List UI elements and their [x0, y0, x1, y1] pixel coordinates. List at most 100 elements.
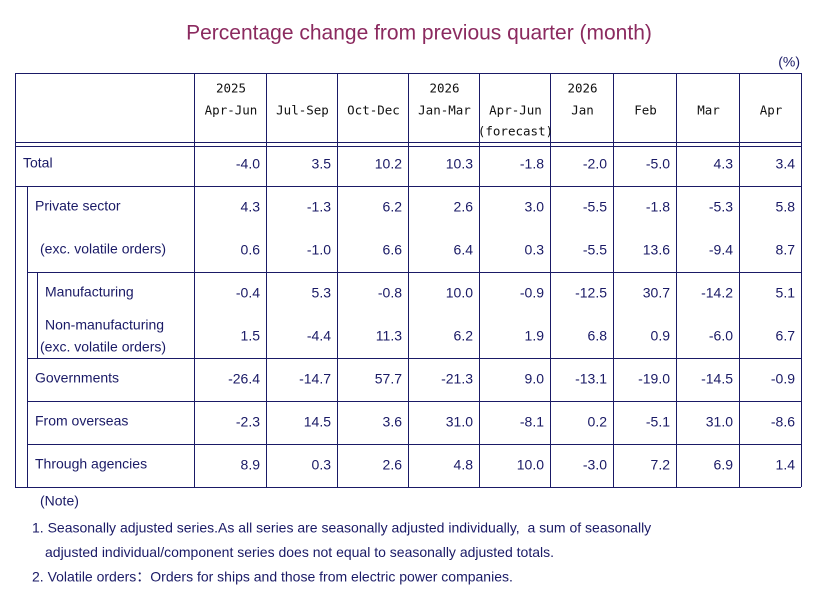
cell-value: -21.3: [441, 371, 473, 387]
cell-value: -8.6: [771, 414, 795, 430]
column-period: Feb: [634, 103, 657, 118]
note-line: 1. Seasonally adjusted series.As all ser…: [32, 520, 651, 536]
cell-value: -5.1: [646, 414, 670, 430]
cell-value: 9.0: [525, 371, 545, 387]
cell-value: -0.4: [236, 285, 260, 301]
cell-value: 6.2: [383, 199, 403, 215]
cell-value: 13.6: [643, 242, 670, 258]
cell-value: -1.8: [520, 156, 544, 172]
cell-value: 6.4: [454, 242, 474, 258]
column-period: Mar: [697, 103, 720, 118]
cell-value: -3.0: [583, 457, 607, 473]
column-period: Jan-Mar: [418, 103, 471, 118]
column-period: Jul-Sep: [276, 103, 329, 118]
cell-value: 3.5: [312, 156, 332, 172]
cell-value: 3.4: [776, 156, 796, 172]
row-label: Manufacturing: [45, 284, 134, 300]
cell-value: 57.7: [375, 371, 402, 387]
cell-value: -0.9: [520, 285, 544, 301]
cell-value: 5.8: [776, 199, 796, 215]
cell-value: -0.9: [771, 371, 795, 387]
cell-value: -19.0: [638, 371, 670, 387]
row-label: Private sector: [35, 198, 121, 214]
row-label: Governments: [35, 370, 119, 386]
cell-value: 14.5: [304, 414, 331, 430]
cell-value: 10.0: [446, 285, 473, 301]
column-period: Jan: [571, 103, 594, 118]
cell-value: 6.8: [588, 328, 608, 344]
cell-value: -0.8: [378, 285, 402, 301]
row-label: (exc. volatile orders): [40, 241, 166, 257]
cell-value: 0.2: [588, 414, 608, 430]
note-line: 2. Volatile orders：Orders for ships and …: [32, 569, 513, 585]
cell-value: 30.7: [643, 285, 670, 301]
cell-value: -8.1: [520, 414, 544, 430]
cell-value: 0.3: [525, 242, 545, 258]
cell-value: 8.9: [241, 457, 261, 473]
cell-value: 31.0: [706, 414, 733, 430]
cell-value: 4.3: [714, 156, 734, 172]
column-period: Oct-Dec: [347, 103, 400, 118]
column-period: Apr-Jun: [205, 103, 258, 118]
note-heading: (Note): [40, 493, 79, 509]
note-line: adjusted individual/component series doe…: [45, 544, 554, 560]
column-period: Apr-Jun: [489, 103, 542, 118]
cell-value: -14.2: [701, 285, 733, 301]
cell-value: -5.0: [646, 156, 670, 172]
cell-value: 0.3: [312, 457, 332, 473]
cell-value: 6.6: [383, 242, 403, 258]
cell-value: -5.5: [583, 199, 607, 215]
cell-value: 0.6: [241, 242, 261, 258]
cell-value: 10.3: [446, 156, 473, 172]
table-borders: [15, 73, 802, 488]
cell-value: 10.0: [517, 457, 544, 473]
cell-value: 7.2: [651, 457, 671, 473]
cell-value: 6.2: [454, 328, 474, 344]
cell-value: -14.7: [299, 371, 331, 387]
cell-value: -12.5: [575, 285, 607, 301]
cell-value: 0.9: [651, 328, 671, 344]
cell-value: 3.0: [525, 199, 545, 215]
cell-value: -4.4: [307, 328, 331, 344]
cell-value: 4.8: [454, 457, 474, 473]
cell-value: -5.3: [709, 199, 733, 215]
cell-value: 1.5: [241, 328, 261, 344]
cell-value: 1.4: [776, 457, 796, 473]
cell-value: -2.0: [583, 156, 607, 172]
cell-value: 6.7: [776, 328, 796, 344]
cell-value: 8.7: [776, 242, 796, 258]
cell-value: 31.0: [446, 414, 473, 430]
cell-value: 4.3: [241, 199, 261, 215]
cell-value: -1.0: [307, 242, 331, 258]
cell-value: 1.9: [525, 328, 545, 344]
row-label: (exc. volatile orders): [40, 339, 166, 355]
row-label: Through agencies: [35, 456, 147, 472]
column-year: 2025: [216, 81, 246, 96]
cell-value: -5.5: [583, 242, 607, 258]
unit: (%): [778, 54, 800, 70]
cell-value: 5.1: [776, 285, 796, 301]
column-year: 2026: [567, 81, 597, 96]
cell-value: 5.3: [312, 285, 332, 301]
cell-value: -26.4: [228, 371, 260, 387]
cell-value: 10.2: [375, 156, 402, 172]
cell-value: -1.3: [307, 199, 331, 215]
title: Percentage change from previous quarter …: [186, 22, 652, 45]
column-year: 2026: [429, 81, 459, 96]
cell-value: 2.6: [383, 457, 403, 473]
cell-value: 2.6: [454, 199, 474, 215]
cell-value: -13.1: [575, 371, 607, 387]
row-label: Total: [23, 155, 53, 171]
column-note: (forecast): [478, 124, 553, 139]
cell-value: 6.9: [714, 457, 734, 473]
row-label: From overseas: [35, 413, 128, 429]
column-period: Apr: [760, 103, 783, 118]
cell-value: -1.8: [646, 199, 670, 215]
cell-value: -14.5: [701, 371, 733, 387]
cell-value: -4.0: [236, 156, 260, 172]
cell-value: -9.4: [709, 242, 733, 258]
cell-value: -6.0: [709, 328, 733, 344]
cell-value: 11.3: [376, 328, 402, 344]
cell-value: -2.3: [236, 414, 260, 430]
